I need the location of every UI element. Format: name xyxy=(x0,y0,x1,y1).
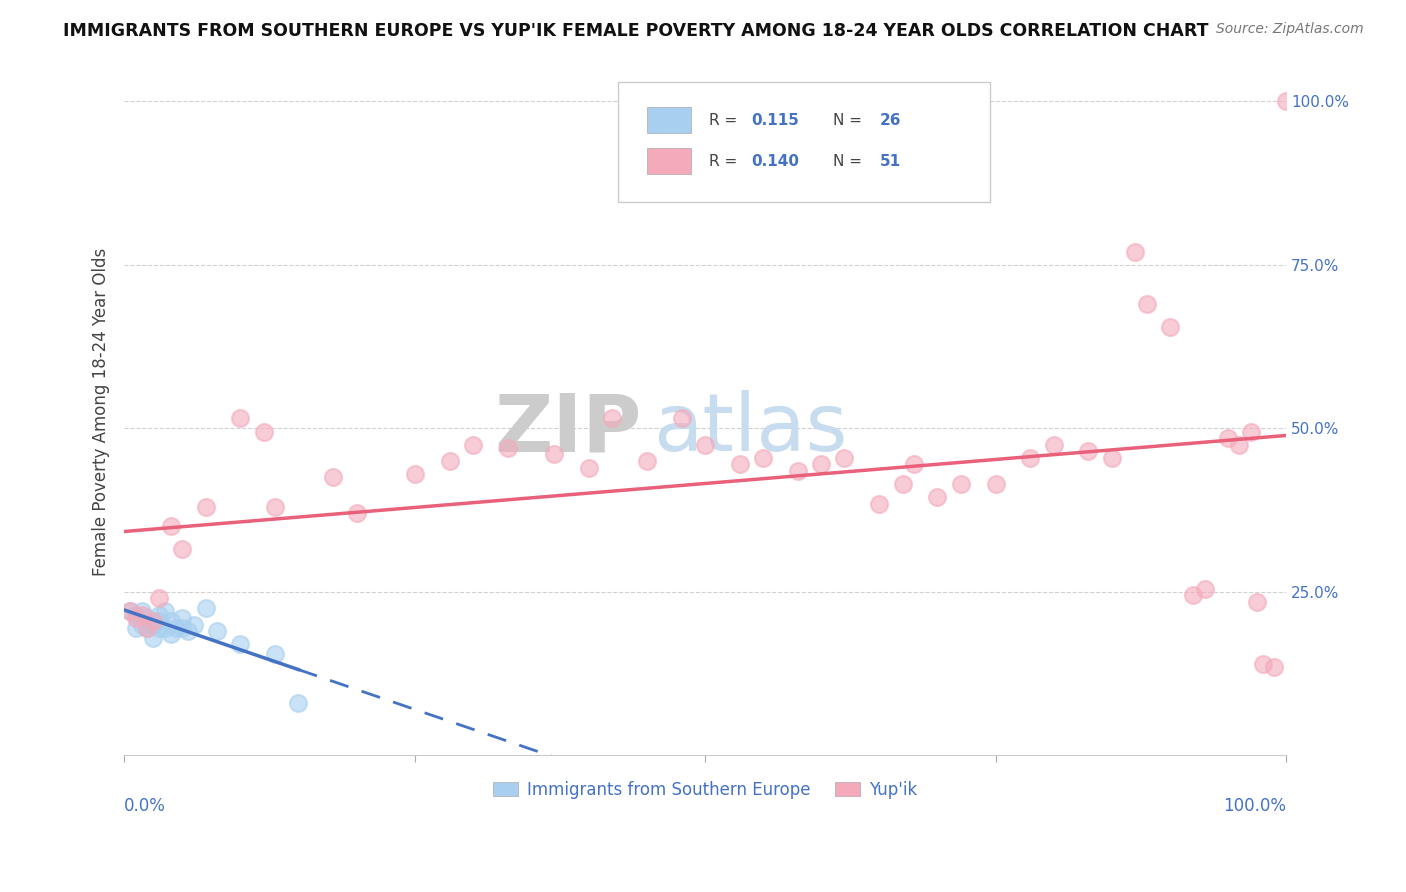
Point xyxy=(142,617,165,632)
Point xyxy=(949,476,972,491)
Point xyxy=(1019,450,1042,465)
Point xyxy=(810,457,832,471)
Point xyxy=(205,624,228,638)
Point xyxy=(543,447,565,461)
Point xyxy=(125,607,148,622)
Text: atlas: atlas xyxy=(652,390,848,468)
Point xyxy=(159,627,181,641)
Point xyxy=(166,621,188,635)
Point xyxy=(1077,444,1099,458)
Legend: Immigrants from Southern Europe, Yup'ik: Immigrants from Southern Europe, Yup'ik xyxy=(486,774,924,805)
Point xyxy=(229,411,252,425)
Point xyxy=(600,411,623,425)
Point xyxy=(752,450,775,465)
Point xyxy=(1182,588,1205,602)
Point xyxy=(287,696,309,710)
Point xyxy=(693,437,716,451)
Text: IMMIGRANTS FROM SOUTHERN EUROPE VS YUP'IK FEMALE POVERTY AMONG 18-24 YEAR OLDS C: IMMIGRANTS FROM SOUTHERN EUROPE VS YUP'I… xyxy=(63,22,1209,40)
Point xyxy=(927,490,949,504)
Point xyxy=(125,611,148,625)
Point xyxy=(194,601,217,615)
Point xyxy=(984,476,1007,491)
Y-axis label: Female Poverty Among 18-24 Year Olds: Female Poverty Among 18-24 Year Olds xyxy=(93,248,110,576)
Bar xyxy=(647,148,692,174)
Point xyxy=(891,476,914,491)
Point xyxy=(461,437,484,451)
Point xyxy=(1251,657,1274,671)
Point xyxy=(131,617,153,632)
Point xyxy=(172,621,194,635)
Point xyxy=(1240,425,1263,439)
Point xyxy=(131,604,153,618)
Point xyxy=(253,425,276,439)
Point xyxy=(136,621,159,635)
Point xyxy=(153,604,176,618)
Text: 26: 26 xyxy=(879,112,901,128)
Point xyxy=(136,621,159,635)
Text: R =: R = xyxy=(709,153,742,169)
Point xyxy=(183,617,205,632)
Point xyxy=(1275,94,1298,108)
Text: ZIP: ZIP xyxy=(494,390,641,468)
Point xyxy=(148,607,170,622)
Point xyxy=(172,611,194,625)
Point xyxy=(1159,319,1181,334)
Point xyxy=(148,621,170,635)
Point xyxy=(1194,582,1216,596)
Text: N =: N = xyxy=(832,112,866,128)
Point xyxy=(194,500,217,514)
Point xyxy=(136,611,159,625)
Point xyxy=(264,647,287,661)
FancyBboxPatch shape xyxy=(619,82,990,202)
Point xyxy=(148,614,170,628)
Point xyxy=(1101,450,1123,465)
Point xyxy=(153,621,176,635)
Point xyxy=(1135,297,1157,311)
Point xyxy=(439,454,461,468)
Point xyxy=(1042,437,1064,451)
Point xyxy=(177,624,200,638)
Point xyxy=(118,604,141,618)
Point xyxy=(131,607,153,622)
Text: 0.115: 0.115 xyxy=(752,112,800,128)
Text: 51: 51 xyxy=(879,153,900,169)
Point xyxy=(159,614,181,628)
Point xyxy=(1123,244,1146,259)
Point xyxy=(142,631,165,645)
Text: N =: N = xyxy=(832,153,866,169)
Point xyxy=(322,470,344,484)
Text: 0.140: 0.140 xyxy=(752,153,800,169)
Text: 0.0%: 0.0% xyxy=(124,797,166,814)
Point xyxy=(346,506,368,520)
Point xyxy=(1246,594,1268,608)
Point xyxy=(728,457,751,471)
Text: R =: R = xyxy=(709,112,742,128)
Point xyxy=(118,604,141,618)
Point xyxy=(787,464,810,478)
Point xyxy=(172,542,194,557)
Point xyxy=(125,621,148,635)
Point xyxy=(868,496,890,510)
Point xyxy=(496,441,519,455)
Bar xyxy=(647,107,692,133)
Point xyxy=(229,637,252,651)
Point xyxy=(1216,431,1239,445)
Point xyxy=(148,591,170,606)
Text: 100.0%: 100.0% xyxy=(1223,797,1286,814)
Point xyxy=(404,467,426,481)
Point xyxy=(636,454,658,468)
Point xyxy=(1263,660,1285,674)
Text: Source: ZipAtlas.com: Source: ZipAtlas.com xyxy=(1216,22,1364,37)
Point xyxy=(159,519,181,533)
Point xyxy=(142,614,165,628)
Point xyxy=(578,460,600,475)
Point xyxy=(903,457,925,471)
Point xyxy=(834,450,856,465)
Point xyxy=(671,411,693,425)
Point xyxy=(264,500,287,514)
Point xyxy=(1229,437,1251,451)
